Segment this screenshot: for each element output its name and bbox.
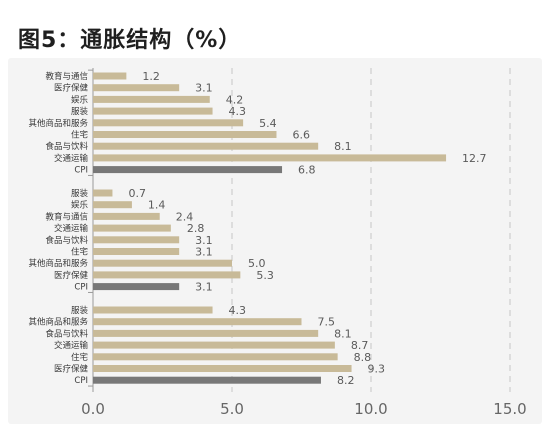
bar — [93, 189, 113, 197]
value-label: 0.7 — [128, 187, 146, 200]
category-label: 住宅 — [71, 247, 88, 258]
bar — [93, 271, 241, 279]
bar — [93, 329, 319, 337]
value-label: 12.7 — [462, 152, 487, 165]
value-label: 8.2 — [337, 374, 355, 387]
category-label: 其他商品和服务 — [28, 258, 88, 269]
bar — [93, 201, 132, 209]
value-label: 7.5 — [318, 316, 336, 329]
bar — [93, 365, 352, 372]
value-label: 5.0 — [248, 257, 266, 270]
x-tick-label: 15.0 — [493, 400, 526, 418]
category-label: 住宅 — [71, 130, 88, 141]
value-label: 4.3 — [229, 105, 247, 118]
value-label: 3.1 — [195, 281, 213, 294]
bar — [93, 341, 335, 349]
bar — [93, 318, 302, 326]
category-label: 其他商品和服务 — [28, 317, 88, 328]
bar — [93, 353, 338, 361]
category-label: 医疗保健 — [54, 270, 89, 281]
bar — [93, 259, 232, 267]
category-label: 娱乐 — [71, 200, 89, 211]
value-label: 1.2 — [142, 70, 160, 83]
category-label: CPI — [74, 376, 88, 386]
value-label: 6.8 — [298, 164, 316, 177]
bar — [93, 107, 213, 115]
value-label: 3.1 — [195, 234, 213, 247]
value-label: 4.2 — [226, 93, 244, 106]
value-label: 8.1 — [334, 327, 352, 340]
value-label: 8.1 — [334, 140, 352, 153]
category-label: 服装 — [71, 188, 89, 199]
bar — [93, 376, 321, 384]
bar — [93, 306, 213, 314]
category-label: 教育与通信 — [45, 211, 88, 222]
bar — [93, 154, 447, 162]
bar — [93, 248, 180, 255]
category-label: CPI — [74, 166, 88, 176]
category-label: 服装 — [71, 305, 89, 316]
value-label: 1.4 — [148, 199, 166, 212]
bar — [93, 142, 319, 150]
category-label: CPI — [74, 283, 88, 293]
category-label: 娱乐 — [71, 94, 89, 105]
value-label: 3.1 — [195, 82, 213, 95]
bar — [93, 131, 277, 138]
value-label: 3.1 — [195, 246, 213, 259]
category-label: 食品与饮料 — [45, 235, 88, 246]
bar — [93, 72, 127, 80]
bar — [93, 283, 180, 291]
category-label: 住宅 — [71, 352, 88, 363]
value-label: 6.6 — [292, 129, 310, 142]
category-label: 交通运输 — [54, 340, 89, 351]
value-label: 2.4 — [176, 210, 194, 223]
value-label: 5.4 — [259, 117, 277, 130]
x-tick-label: 10.0 — [354, 400, 387, 418]
category-label: 教育与通信 — [45, 71, 88, 82]
bar — [93, 224, 171, 232]
bar — [93, 236, 180, 244]
value-label: 2.8 — [187, 222, 205, 235]
value-label: 5.3 — [256, 269, 274, 282]
x-tick-label: 5.0 — [220, 400, 244, 418]
value-label: 4.3 — [229, 304, 247, 317]
bar — [93, 212, 160, 220]
x-tick-label: 0.0 — [81, 400, 105, 418]
category-label: 医疗保健 — [54, 364, 89, 375]
bar — [93, 166, 283, 174]
category-label: 其他商品和服务 — [28, 118, 88, 129]
bar — [93, 84, 180, 92]
category-label: 交通运输 — [54, 153, 89, 164]
category-label: 医疗保健 — [54, 83, 89, 94]
bar — [93, 119, 244, 127]
category-label: 食品与饮料 — [45, 141, 88, 152]
bar — [93, 95, 210, 103]
category-label: 交通运输 — [54, 223, 89, 234]
value-label: 9.3 — [368, 363, 386, 376]
category-label: 食品与饮料 — [45, 328, 88, 339]
value-label: 8.7 — [351, 339, 369, 352]
chart-title: 图5：通胀结构（%） — [18, 28, 242, 53]
value-label: 8.8 — [354, 351, 372, 364]
category-label: 服装 — [71, 106, 89, 117]
